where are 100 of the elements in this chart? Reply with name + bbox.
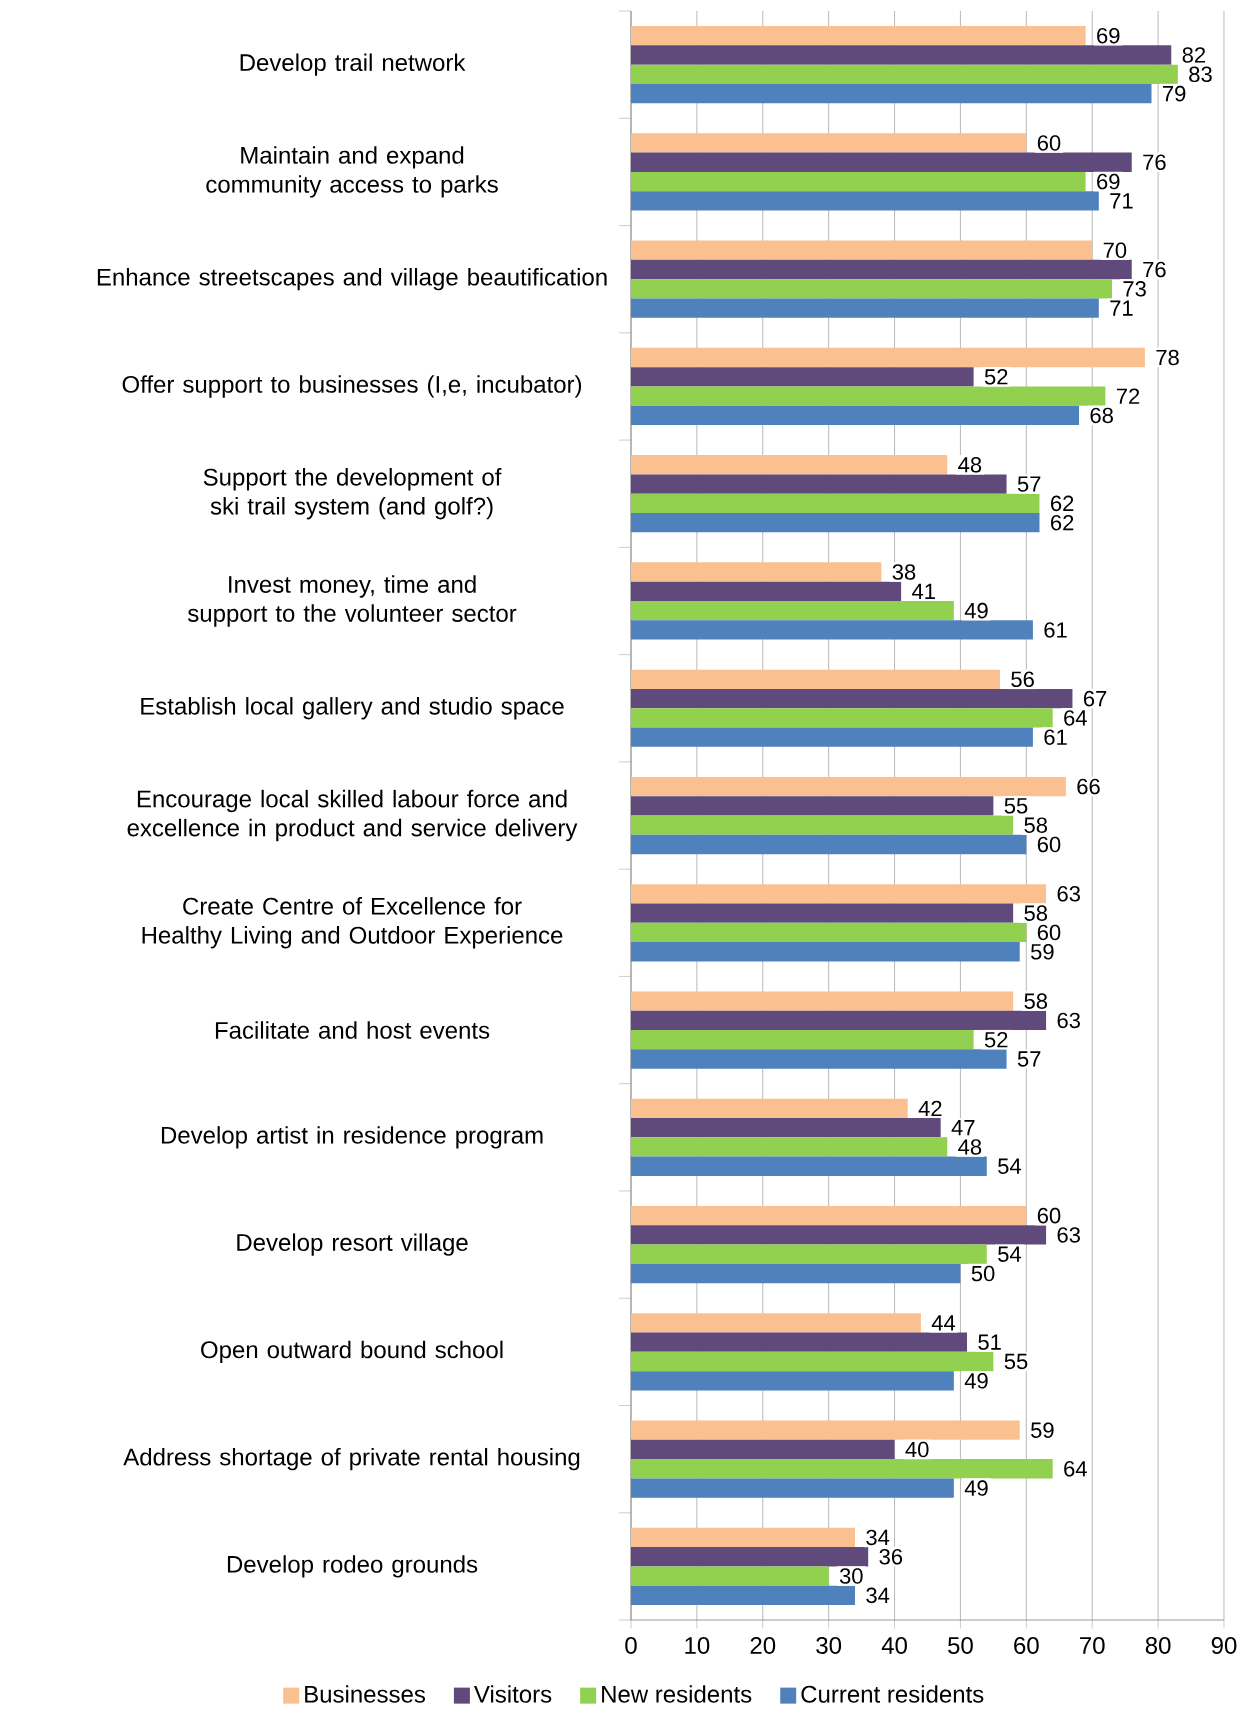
data-label: 57 <box>1017 476 1041 492</box>
bar <box>630 1118 941 1138</box>
data-label: 58 <box>1024 905 1048 921</box>
data-label: 60 <box>1037 135 1061 151</box>
bar <box>630 513 1040 533</box>
bar <box>630 581 902 601</box>
data-label: 34 <box>866 1529 890 1546</box>
bar <box>630 942 1020 962</box>
bar <box>630 991 1014 1011</box>
bar <box>630 1156 987 1176</box>
data-label: 55 <box>1004 1353 1028 1370</box>
legend-label: Businesses <box>305 1685 426 1703</box>
bar <box>630 1566 829 1586</box>
bar <box>630 1010 1047 1031</box>
bar <box>630 1547 869 1567</box>
x-tick-label: 20 <box>750 1636 776 1654</box>
data-label: 49 <box>964 1373 988 1389</box>
y-tick-label: Address shortage of private rental housing <box>123 1447 580 1471</box>
data-label: 64 <box>1064 1461 1087 1477</box>
bar <box>630 1332 968 1352</box>
bar <box>630 1371 954 1391</box>
x-tick-label: 30 <box>816 1636 842 1654</box>
bar <box>630 620 1033 640</box>
bar <box>630 83 1152 104</box>
x-tick-label: 40 <box>881 1636 907 1654</box>
bar <box>630 1030 974 1050</box>
bar <box>630 64 1178 84</box>
data-label: 68 <box>1090 407 1113 424</box>
bar <box>630 1478 954 1498</box>
data-label: 63 <box>1057 886 1080 902</box>
y-tick-label: Offer support to businesses (I,e, incubator) <box>122 375 582 398</box>
data-label: 71 <box>1110 300 1133 316</box>
bar <box>630 922 1027 943</box>
x-tick-label: 0 <box>625 1636 637 1654</box>
bar <box>630 1439 895 1460</box>
bar <box>630 834 1027 855</box>
y-tick-label: Enhance streetscapes and village beautification <box>97 268 607 291</box>
y-tick-label: Invest money, time and support to the volunteer sector <box>187 575 517 627</box>
legend-label: Current residents <box>801 1685 984 1703</box>
data-label: 76 <box>1143 261 1166 278</box>
data-label: 70 <box>1103 242 1127 259</box>
bar <box>630 1225 1047 1245</box>
bar <box>630 45 1172 65</box>
bar <box>630 474 1007 494</box>
data-label: 67 <box>1083 690 1107 707</box>
data-label: 41 <box>912 583 935 599</box>
y-tick-label: Maintain and expand community access to parks <box>206 146 498 198</box>
data-label: 71 <box>1110 193 1133 209</box>
data-label: 58 <box>1024 993 1048 1009</box>
bar <box>630 688 1073 709</box>
data-label: 50 <box>971 1265 995 1282</box>
bar <box>630 1527 856 1548</box>
data-label: 56 <box>1011 671 1034 688</box>
bar <box>630 405 1080 426</box>
bar <box>630 1137 948 1157</box>
data-label: 38 <box>892 564 916 580</box>
data-label: 64 <box>1064 710 1087 726</box>
bar <box>630 493 1040 514</box>
y-tick-label: Create Centre of Excellence for Healthy Living and Outdoor Experience <box>142 897 563 949</box>
bar <box>630 1049 1007 1069</box>
data-label: 48 <box>958 1139 982 1155</box>
bar <box>630 884 1047 904</box>
bar <box>630 26 1086 46</box>
y-tick-label: Develop trail network <box>240 53 466 76</box>
data-label: 59 <box>1031 943 1054 960</box>
bar <box>630 367 974 387</box>
data-label: 42 <box>918 1100 942 1117</box>
bar <box>630 298 1099 318</box>
bar <box>630 1351 994 1372</box>
data-label: 60 <box>1037 1207 1061 1224</box>
data-label: 83 <box>1189 66 1212 83</box>
data-label: 60 <box>1037 836 1061 853</box>
data-label: 76 <box>1143 154 1166 171</box>
data-label: 51 <box>978 1334 1001 1350</box>
data-label: 47 <box>951 1120 975 1136</box>
y-tick-label: Develop rodeo grounds <box>227 1555 478 1578</box>
bar <box>630 727 1033 747</box>
bar <box>630 1313 921 1333</box>
data-label: 36 <box>879 1548 903 1565</box>
bar <box>630 133 1027 153</box>
bar <box>630 259 1132 280</box>
data-label: 61 <box>1044 622 1067 638</box>
data-label: 82 <box>1182 47 1206 63</box>
y-tick-label: Encourage local skilled labour force and excellence in product and service delivery <box>127 789 578 842</box>
bar <box>630 669 1000 689</box>
data-label: 55 <box>1004 798 1028 814</box>
bar <box>630 1263 961 1284</box>
bar <box>630 1205 1027 1226</box>
bar <box>630 1459 1053 1479</box>
data-label: 69 <box>1097 173 1120 190</box>
data-label: 61 <box>1044 729 1067 745</box>
bar <box>630 600 954 621</box>
data-label: 54 <box>998 1246 1021 1262</box>
bar <box>630 815 1014 835</box>
bar <box>630 1098 908 1119</box>
bar <box>630 240 1093 260</box>
bar <box>630 1244 987 1264</box>
y-tick-label: Develop resort village <box>237 1233 468 1256</box>
data-label: 69 <box>1097 27 1120 44</box>
bar <box>630 386 1106 406</box>
